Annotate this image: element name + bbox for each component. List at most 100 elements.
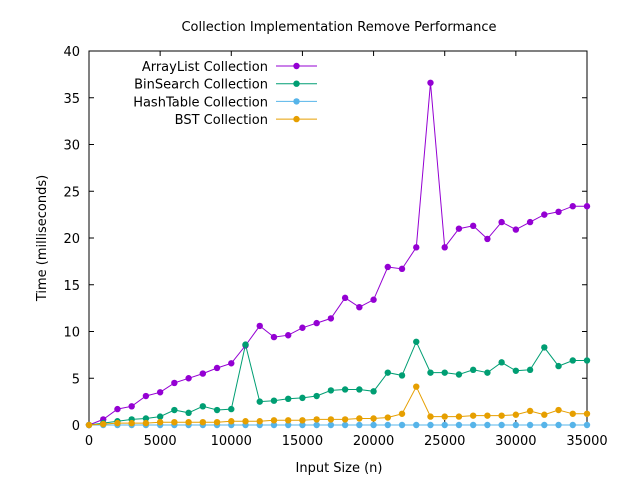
data-point-arraylist	[128, 403, 135, 410]
y-tick-label: 20	[63, 232, 80, 247]
data-point-bst	[341, 416, 349, 423]
data-point-hashtable	[356, 421, 363, 429]
data-point-hashtable	[555, 421, 562, 429]
data-point-binsearch	[413, 338, 420, 345]
legend-swatch-marker	[293, 80, 300, 87]
data-point-arraylist	[512, 226, 520, 233]
data-point-bst	[541, 411, 548, 418]
y-tick-label: 30	[63, 139, 80, 154]
data-point-bst	[512, 411, 520, 418]
data-point-hashtable	[370, 421, 377, 429]
data-point-hashtable	[484, 421, 491, 429]
data-point-binsearch	[569, 357, 576, 364]
legend: ArrayList Collection BinSearch Collection…	[133, 60, 317, 128]
data-point-arraylist	[498, 218, 505, 226]
x-tick-label: 10000	[211, 434, 252, 449]
data-point-bst	[569, 410, 576, 417]
data-point-bst	[469, 412, 477, 419]
data-point-bst	[484, 412, 491, 419]
data-point-binsearch	[469, 366, 477, 374]
data-point-hashtable	[327, 421, 335, 429]
y-tick-label: 25	[63, 185, 80, 200]
data-point-bst	[85, 421, 93, 429]
data-point-hashtable	[583, 421, 591, 429]
data-point-binsearch	[228, 405, 235, 413]
axis-ticks: 0 5000 10000 15000 20000 25000 30000 35000 0 5 10 1…	[63, 45, 607, 449]
data-point-bst	[185, 418, 192, 426]
data-point-bst	[413, 383, 420, 390]
legend-label: BinSearch Collection	[134, 78, 268, 93]
data-point-binsearch	[341, 386, 349, 393]
data-point-bst	[228, 418, 235, 425]
series-arraylist	[85, 79, 591, 429]
data-point-bst	[427, 413, 434, 420]
data-point-arraylist	[370, 296, 377, 303]
data-point-binsearch	[185, 409, 192, 417]
data-point-hashtable	[384, 421, 391, 429]
data-point-hashtable	[455, 421, 463, 429]
data-point-binsearch	[370, 388, 377, 395]
data-point-hashtable	[512, 421, 520, 429]
data-point-hashtable	[270, 421, 278, 429]
data-point-arraylist	[469, 222, 477, 230]
series-line-binsearch	[88, 340, 587, 426]
data-point-bst	[199, 418, 207, 426]
data-point-bst	[242, 418, 249, 425]
data-point-bst	[526, 407, 534, 415]
data-point-arraylist	[256, 322, 263, 330]
data-point-bst	[498, 412, 505, 419]
data-point-bst	[455, 413, 463, 420]
x-tick-label: 30000	[495, 434, 536, 449]
data-point-bst	[441, 413, 448, 420]
y-tick-label: 35	[63, 92, 80, 107]
data-point-binsearch	[455, 371, 463, 378]
data-point-arraylist	[413, 244, 420, 251]
y-tick-label: 15	[63, 279, 80, 294]
data-point-binsearch	[384, 369, 391, 376]
data-point-bst	[299, 417, 306, 424]
data-point-bst	[213, 418, 221, 426]
data-point-bst	[256, 418, 263, 425]
legend-item-binsearch: BinSearch Collection	[134, 78, 317, 93]
data-point-bst	[285, 417, 292, 424]
data-point-arraylist	[213, 364, 221, 372]
legend-swatch-marker	[293, 115, 300, 123]
data-point-binsearch	[526, 366, 534, 374]
data-point-arraylist	[299, 324, 306, 331]
data-point-binsearch	[313, 392, 320, 400]
data-point-arraylist	[398, 265, 406, 273]
data-point-binsearch	[555, 362, 562, 370]
data-point-bst	[171, 418, 178, 426]
legend-item-arraylist: ArrayList Collection	[142, 60, 317, 75]
series-layer	[85, 79, 591, 429]
legend-swatch-marker	[293, 62, 300, 70]
data-point-hashtable	[413, 421, 420, 429]
series-binsearch	[85, 338, 591, 429]
data-point-binsearch	[441, 369, 448, 376]
data-point-bst	[398, 410, 406, 417]
data-point-hashtable	[299, 421, 306, 429]
data-point-arraylist	[583, 203, 591, 210]
data-point-binsearch	[242, 341, 249, 348]
data-point-binsearch	[541, 344, 548, 351]
data-point-hashtable	[398, 421, 406, 429]
data-point-bst	[583, 410, 591, 417]
data-point-binsearch	[285, 395, 292, 403]
data-point-binsearch	[299, 394, 306, 402]
data-point-bst	[142, 419, 150, 427]
data-point-hashtable	[313, 421, 320, 429]
data-point-bst	[370, 415, 377, 422]
x-tick-label: 15000	[282, 434, 323, 449]
data-point-arraylist	[199, 370, 207, 377]
data-point-arraylist	[156, 389, 164, 396]
data-point-hashtable	[427, 421, 434, 429]
data-point-arraylist	[313, 319, 320, 327]
data-point-bst	[114, 419, 121, 427]
data-point-arraylist	[171, 379, 178, 387]
data-point-binsearch	[213, 406, 221, 414]
data-point-hashtable	[569, 421, 576, 429]
data-point-hashtable	[341, 421, 349, 429]
data-point-binsearch	[498, 359, 505, 366]
data-point-bst	[313, 416, 320, 423]
